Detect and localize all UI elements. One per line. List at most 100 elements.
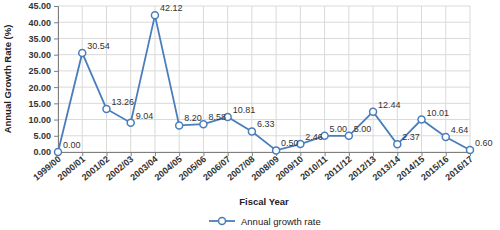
tick-mark: [325, 152, 326, 156]
data-label: 9.04: [136, 111, 154, 121]
marker: [103, 105, 110, 112]
grid-line: [397, 6, 398, 152]
data-label: 4.64: [451, 125, 469, 135]
tick-mark: [54, 55, 58, 56]
tick-mark: [422, 152, 423, 156]
data-label: 0.50: [281, 138, 299, 148]
marker: [176, 122, 183, 129]
axis-line: [59, 153, 471, 157]
grid-line: [227, 6, 228, 152]
tick-label: 0.00: [33, 147, 51, 157]
grid-line: [58, 38, 470, 39]
tick-label: 30.00: [28, 50, 51, 60]
tick-mark: [131, 152, 132, 156]
tick: 40.00: [28, 18, 58, 28]
tick-mark: [155, 152, 156, 156]
grid-line: [130, 6, 131, 152]
grid-line: [276, 6, 277, 152]
tick-mark: [446, 152, 447, 156]
marker: [370, 108, 377, 115]
data-label: 10.81: [233, 105, 256, 115]
y-axis-title: Annual Growth Rate (%): [2, 25, 13, 134]
tick-label: 35.00: [28, 34, 51, 44]
chart: 0.00 5.00 10.00 15.00 20.00 25.00 30.00 35.00 40…: [0, 0, 500, 230]
marker: [442, 133, 449, 140]
marker: [79, 49, 86, 56]
grid-line: [445, 6, 446, 152]
tick: 10.00: [28, 115, 58, 125]
tick-label: 2016/17: [443, 154, 474, 183]
x-axis-title: Fiscal Year: [239, 196, 289, 207]
marker: [248, 128, 255, 135]
tick-label: 15.00: [28, 99, 51, 109]
grid-line: [58, 22, 470, 23]
data-label: 6.33: [257, 119, 275, 129]
plot-area: 0.00 5.00 10.00 15.00 20.00 25.00 30.00 35.00 40…: [28, 1, 492, 182]
grid-line: [58, 87, 470, 88]
grid: [58, 6, 470, 152]
tick: 5.00: [33, 131, 58, 141]
data-label: 2.37: [402, 132, 420, 142]
tick-mark: [300, 152, 301, 156]
grid-line: [348, 6, 349, 152]
grid-line: [58, 54, 470, 55]
tick-label: 5.00: [33, 131, 51, 141]
marker: [418, 116, 425, 123]
line: [58, 15, 470, 152]
grid-line: [470, 6, 471, 152]
data-labels: 0.00 30.54 13.269.04 42.12 8.20 8.58 10.816.33…: [63, 3, 493, 150]
marker: [467, 147, 474, 154]
grid-line: [58, 6, 470, 7]
tick-mark: [179, 152, 180, 156]
tick-label: 10.00: [28, 115, 51, 125]
tick: 30.00: [28, 50, 58, 60]
tick-mark: [82, 152, 83, 156]
data-label: 13.26: [111, 97, 134, 107]
data-label: 8.20: [184, 113, 202, 123]
axis-line: [54, 7, 59, 153]
tick-mark: [54, 120, 58, 121]
legend-marker: [219, 218, 226, 225]
data-label: 8.58: [208, 112, 226, 122]
tick-label: 40.00: [28, 18, 51, 28]
data-label: 5.00: [330, 124, 348, 134]
tick-label: 45.00: [28, 1, 51, 11]
tick-mark: [54, 38, 58, 39]
marker: [151, 12, 158, 19]
legend: Annual growth rate: [209, 216, 321, 227]
legend-label: Annual growth rate: [241, 216, 321, 227]
grid-line: [324, 6, 325, 152]
tick-mark: [54, 71, 58, 72]
tick: 25.00: [28, 66, 58, 76]
grid-line: [203, 6, 204, 152]
data-label: 30.54: [87, 41, 110, 51]
tick-mark: [54, 103, 58, 104]
data-label: 2.46: [305, 132, 323, 142]
data-label: 10.01: [427, 108, 450, 118]
grid-line: [58, 70, 470, 71]
tick-mark: [373, 152, 374, 156]
tick-mark: [203, 152, 204, 156]
grid-line: [373, 6, 374, 152]
x-axis: 1999/002000/012001/022002/032003/042004/…: [31, 152, 474, 182]
tick-mark: [252, 152, 253, 156]
marker: [127, 119, 134, 126]
tick-label: 20.00: [28, 82, 51, 92]
tick: 35.00: [28, 34, 58, 44]
series-group: [55, 12, 474, 156]
data-label: 0.00: [63, 140, 81, 150]
marker: [394, 141, 401, 148]
marker: [273, 147, 280, 154]
tick-mark: [349, 152, 350, 156]
data-label: 42.12: [160, 3, 183, 13]
grid-line: [82, 6, 83, 152]
tick-mark: [397, 152, 398, 156]
tick-mark: [54, 87, 58, 88]
marker: [55, 149, 62, 156]
grid-line: [300, 6, 301, 152]
tick: 20.00: [28, 82, 58, 92]
y-axis: 0.00 5.00 10.00 15.00 20.00 25.00 30.00 35.00 40…: [28, 1, 58, 157]
tick-mark: [54, 6, 58, 7]
grid-line: [106, 6, 107, 152]
tick-mark: [228, 152, 229, 156]
